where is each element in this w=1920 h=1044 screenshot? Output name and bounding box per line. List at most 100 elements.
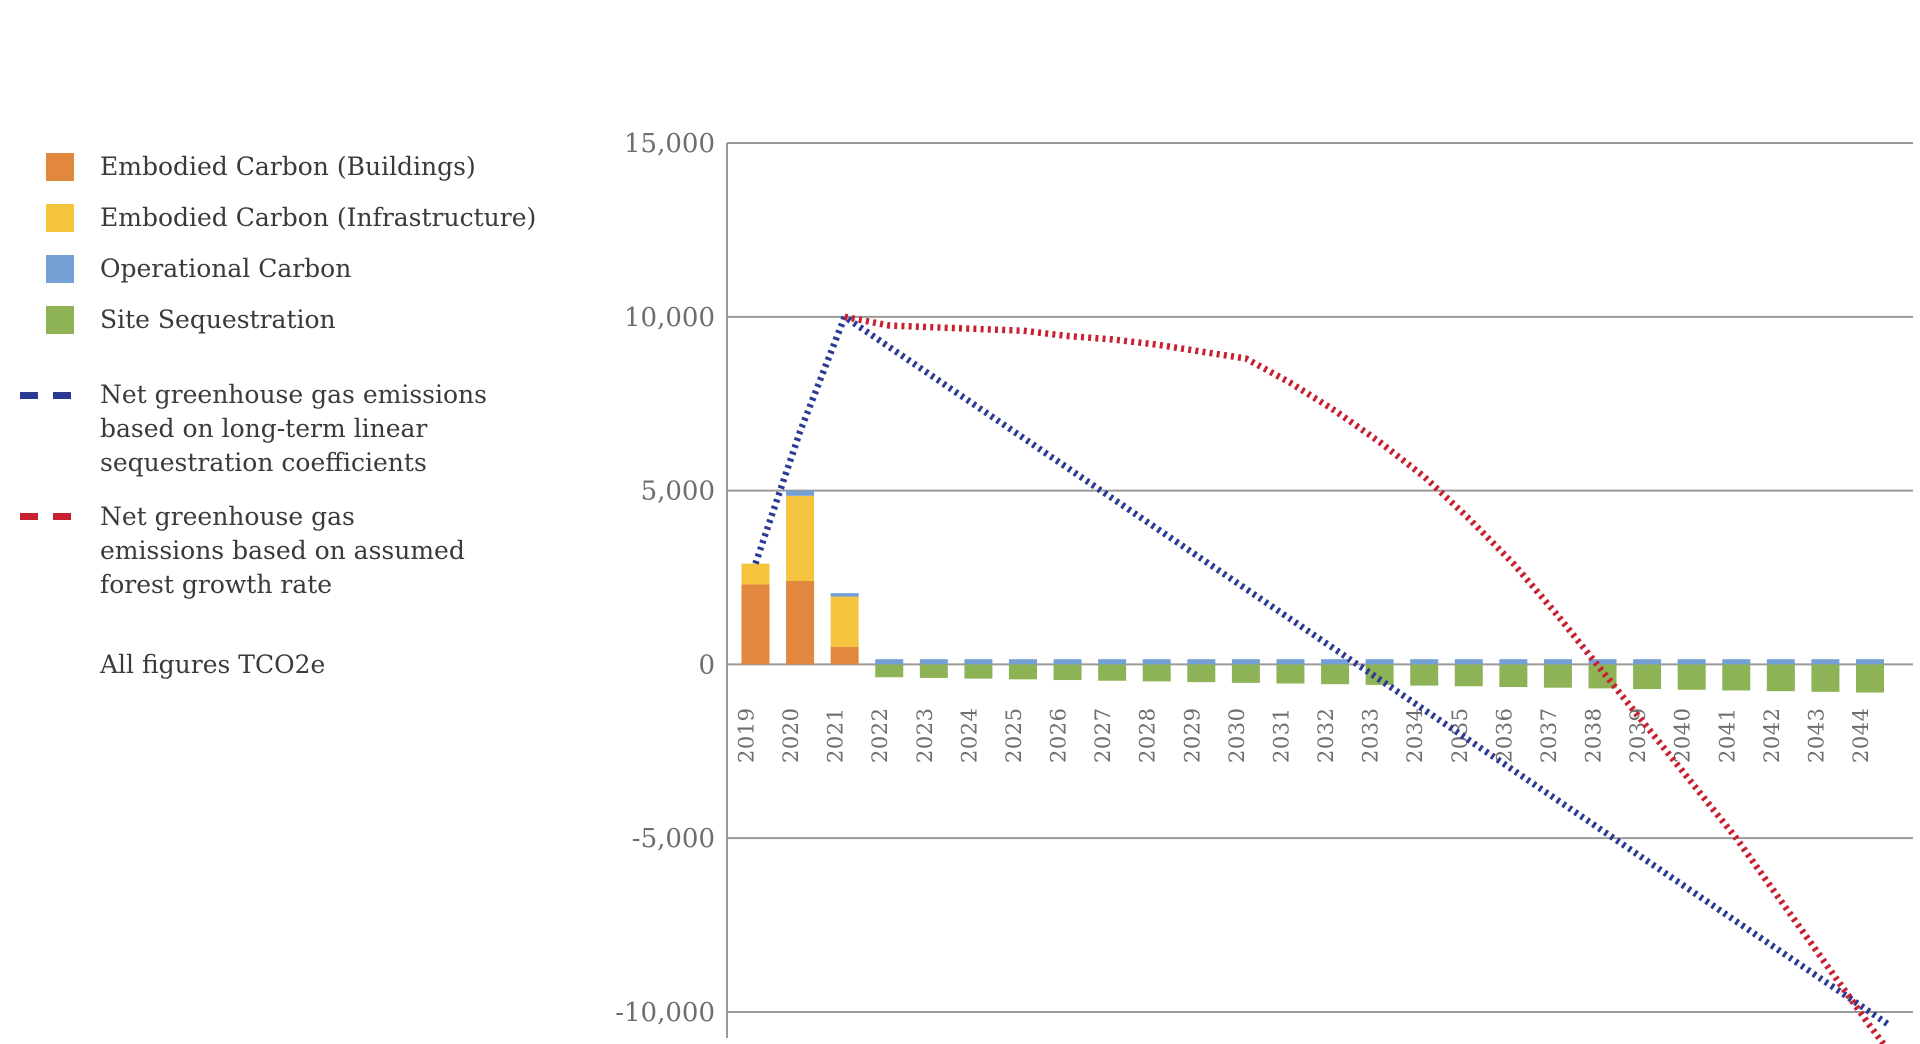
x-axis-year-label: 2019 (735, 708, 759, 763)
bar-segment-operational (1187, 659, 1216, 665)
bar-segment-buildings (741, 584, 770, 665)
legend-label: Operational Carbon (100, 254, 352, 283)
x-axis-year-label: 2023 (913, 708, 937, 763)
bar-segment-operational (1142, 659, 1171, 665)
bar-segment-operational (1677, 659, 1706, 665)
legend-item-operational-carbon: Operational Carbon (46, 254, 351, 283)
bar-segment-buildings (830, 647, 859, 665)
legend-label: Site Sequestration (100, 305, 336, 334)
bar-segment-operational (1454, 659, 1483, 665)
bar-segment-buildings (786, 580, 815, 665)
bar-segment-operational (830, 593, 859, 597)
bar-segment-sequestration (1142, 664, 1171, 682)
bar-segment-operational (1365, 659, 1394, 665)
bar-segment-sequestration (1454, 664, 1483, 687)
bar-segment-operational (1722, 659, 1751, 665)
bar-segment-sequestration (1633, 664, 1662, 690)
bar-segment-infrastructure (786, 495, 815, 581)
x-axis-year-label: 2040 (1671, 708, 1695, 763)
legend-label-net-ghg-forest: Net greenhouse gas emissions based on as… (100, 502, 465, 599)
legend-swatch-blue (46, 254, 74, 283)
legend-dash-marker-red (20, 513, 86, 520)
bar-segment-operational (786, 490, 815, 496)
x-axis-year-label: 2034 (1403, 708, 1427, 763)
x-axis-year-label: 2020 (779, 708, 803, 763)
bar-segment-operational (1321, 659, 1350, 665)
x-axis-year-label: 2029 (1180, 708, 1204, 763)
trend-line (844, 313, 1888, 1044)
bar-segment-sequestration (1766, 664, 1795, 692)
bar-segment-sequestration (1231, 664, 1260, 683)
x-axis-year-label: 2022 (868, 708, 892, 763)
x-axis-year-label: 2021 (824, 708, 848, 763)
bar-segment-operational (1766, 659, 1795, 665)
x-axis-year-label: 2031 (1269, 708, 1293, 763)
legend-item-embodied-infrastructure: Embodied Carbon (Infrastructure) (46, 203, 536, 232)
x-axis-year-label: 2038 (1582, 708, 1606, 763)
y-axis-tick-label: 0 (698, 650, 715, 680)
x-axis-year-label: 2044 (1849, 708, 1873, 763)
bar-segment-sequestration (1410, 664, 1439, 686)
bar-segment-operational (1008, 659, 1037, 665)
legend-swatch-green (46, 305, 74, 334)
legend-label-net-ghg-linear: Net greenhouse gas emissions based on lo… (100, 380, 487, 477)
legend-swatch-yellow (46, 203, 74, 232)
bar-segment-sequestration (875, 664, 904, 678)
legend-label: Embodied Carbon (Buildings) (100, 152, 476, 181)
y-axis-tick-label: -10,000 (615, 998, 715, 1028)
dash-icon (20, 513, 38, 520)
bar-segment-sequestration (1187, 664, 1216, 683)
x-axis-year-label: 2036 (1492, 708, 1516, 763)
dash-icon (20, 392, 38, 399)
y-axis-tick-label: 15,000 (624, 129, 715, 159)
bar-segment-sequestration (1811, 664, 1840, 692)
x-axis-year-label: 2032 (1314, 708, 1338, 763)
legend-label: Embodied Carbon (Infrastructure) (100, 203, 537, 232)
bar-segment-sequestration (1321, 664, 1350, 685)
x-axis-year-label: 2026 (1047, 708, 1071, 763)
x-axis-year-label: 2027 (1091, 708, 1115, 763)
legend-dash-marker-blue (20, 392, 86, 399)
bar-segment-operational (1811, 659, 1840, 665)
x-axis-year-label: 2028 (1136, 708, 1160, 763)
bar-segment-operational (964, 659, 993, 665)
x-axis-year-label: 2025 (1002, 708, 1026, 763)
x-axis-year-label: 2030 (1225, 708, 1249, 763)
bar-segment-operational (1276, 659, 1305, 665)
x-axis-year-label: 2024 (957, 708, 981, 763)
bar-segment-sequestration (1856, 664, 1884, 693)
x-axis-year-label: 2039 (1626, 708, 1650, 763)
dash-icon (53, 513, 71, 520)
y-axis-tick-label: 5,000 (641, 477, 715, 507)
bar-segment-infrastructure (830, 596, 859, 648)
bar-segment-infrastructure (741, 563, 770, 585)
bar-segment-sequestration (919, 664, 948, 678)
bar-segment-operational (1856, 659, 1884, 665)
bar-segment-operational (1231, 659, 1260, 665)
bar-segment-operational (1588, 659, 1617, 665)
x-axis-year-label: 2037 (1537, 708, 1561, 763)
bar-segment-sequestration (1365, 664, 1394, 685)
bar-segment-operational (1410, 659, 1439, 665)
bar-segment-sequestration (1677, 664, 1706, 690)
bar-segment-sequestration (1008, 664, 1037, 680)
bar-segment-sequestration (964, 664, 993, 679)
legend-item-site-sequestration: Site Sequestration (46, 305, 336, 334)
dash-icon (53, 392, 71, 399)
bar-segment-operational (919, 659, 948, 665)
x-axis-year-label: 2035 (1448, 708, 1472, 763)
bar-segment-sequestration (1053, 664, 1082, 681)
bar-segment-sequestration (1098, 664, 1127, 681)
bar-segment-operational (1053, 659, 1082, 665)
bar-segment-sequestration (1543, 664, 1572, 688)
x-axis-year-label: 2033 (1359, 708, 1383, 763)
y-axis-tick-label: -5,000 (632, 824, 715, 854)
x-axis-year-label: 2042 (1760, 708, 1784, 763)
legend-swatch-orange (46, 152, 74, 181)
bar-segment-operational (1098, 659, 1127, 665)
y-axis-tick-label: 10,000 (624, 303, 715, 333)
bar-segment-sequestration (1722, 664, 1751, 691)
bar-segment-operational (1633, 659, 1662, 665)
